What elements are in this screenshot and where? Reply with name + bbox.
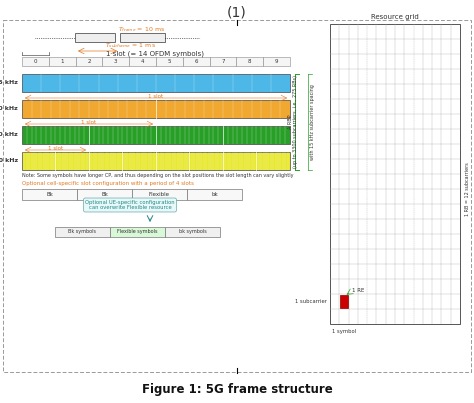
Text: with 15 kHz subcarrier spacing: with 15 kHz subcarrier spacing (310, 84, 316, 160)
Text: 120 kHz: 120 kHz (0, 158, 18, 164)
Text: Bk: Bk (101, 192, 108, 197)
Text: $T_{subframe}$ = 1 ms: $T_{subframe}$ = 1 ms (105, 42, 156, 50)
Text: 6: 6 (194, 59, 198, 64)
Text: Optional cell-specific slot configuration with a period of 4 slots: Optional cell-specific slot configuratio… (22, 181, 194, 185)
FancyBboxPatch shape (75, 33, 115, 42)
Text: 1: 1 (61, 59, 64, 64)
Text: 2: 2 (87, 59, 91, 64)
FancyBboxPatch shape (210, 57, 237, 66)
FancyBboxPatch shape (110, 227, 165, 237)
FancyBboxPatch shape (49, 57, 75, 66)
Text: $T_{frame}$ = 10 ms: $T_{frame}$ = 10 ms (118, 25, 165, 34)
FancyBboxPatch shape (77, 189, 132, 200)
Text: 1 symbol: 1 symbol (332, 328, 356, 334)
Text: Flexible symbols: Flexible symbols (117, 229, 158, 235)
Text: 1 slot: 1 slot (48, 147, 63, 152)
Text: 0: 0 (34, 59, 37, 64)
Text: 1 RE: 1 RE (352, 288, 365, 293)
Text: 1 slot (= 14 OFDM symbols): 1 slot (= 14 OFDM symbols) (106, 51, 204, 57)
FancyBboxPatch shape (132, 189, 187, 200)
FancyBboxPatch shape (263, 57, 290, 66)
Text: Flexible: Flexible (149, 192, 170, 197)
Text: 1 slot: 1 slot (82, 120, 97, 125)
FancyBboxPatch shape (183, 57, 210, 66)
FancyBboxPatch shape (55, 227, 110, 237)
Text: Bk symbols: Bk symbols (69, 229, 97, 235)
FancyBboxPatch shape (187, 189, 242, 200)
FancyBboxPatch shape (75, 57, 102, 66)
FancyBboxPatch shape (22, 74, 290, 92)
FancyBboxPatch shape (22, 57, 49, 66)
Text: 15 kHz: 15 kHz (0, 81, 18, 85)
FancyBboxPatch shape (22, 152, 290, 170)
Text: 1 RB = 12 subcarriers: 1 RB = 12 subcarriers (465, 162, 471, 216)
Text: Bk: Bk (46, 192, 53, 197)
Text: Resource grid: Resource grid (371, 14, 419, 20)
Text: 3: 3 (114, 59, 118, 64)
FancyBboxPatch shape (330, 24, 460, 324)
Text: 1 slot: 1 slot (148, 94, 164, 100)
Text: bk: bk (211, 192, 218, 197)
Text: bk symbols: bk symbols (179, 229, 206, 235)
Text: Figure 1: 5G frame structure: Figure 1: 5G frame structure (142, 384, 332, 397)
Text: A RBP
(up to 3300 subcarriers, i.e., 275 RBs): A RBP (up to 3300 subcarriers, i.e., 275… (288, 75, 299, 168)
Text: 4: 4 (141, 59, 145, 64)
FancyBboxPatch shape (340, 295, 348, 308)
FancyBboxPatch shape (22, 100, 290, 118)
Text: 60 kHz: 60 kHz (0, 133, 18, 137)
Text: (1): (1) (227, 6, 247, 20)
Text: 5: 5 (168, 59, 171, 64)
FancyBboxPatch shape (129, 57, 156, 66)
Text: Optional UE-specific configuration
can overwrite Flexible resource: Optional UE-specific configuration can o… (85, 199, 175, 210)
Text: 30 kHz: 30 kHz (0, 106, 18, 112)
FancyBboxPatch shape (22, 126, 290, 144)
Text: 8: 8 (248, 59, 252, 64)
Text: Note: Some symbols have longer CP, and thus depending on the slot positions the : Note: Some symbols have longer CP, and t… (22, 172, 293, 177)
FancyBboxPatch shape (22, 189, 77, 200)
FancyBboxPatch shape (156, 57, 183, 66)
FancyBboxPatch shape (165, 227, 220, 237)
Text: 7: 7 (221, 59, 225, 64)
Text: 1 subcarrier: 1 subcarrier (295, 299, 327, 304)
Text: 9: 9 (275, 59, 278, 64)
FancyBboxPatch shape (237, 57, 263, 66)
FancyBboxPatch shape (120, 33, 165, 42)
FancyBboxPatch shape (102, 57, 129, 66)
